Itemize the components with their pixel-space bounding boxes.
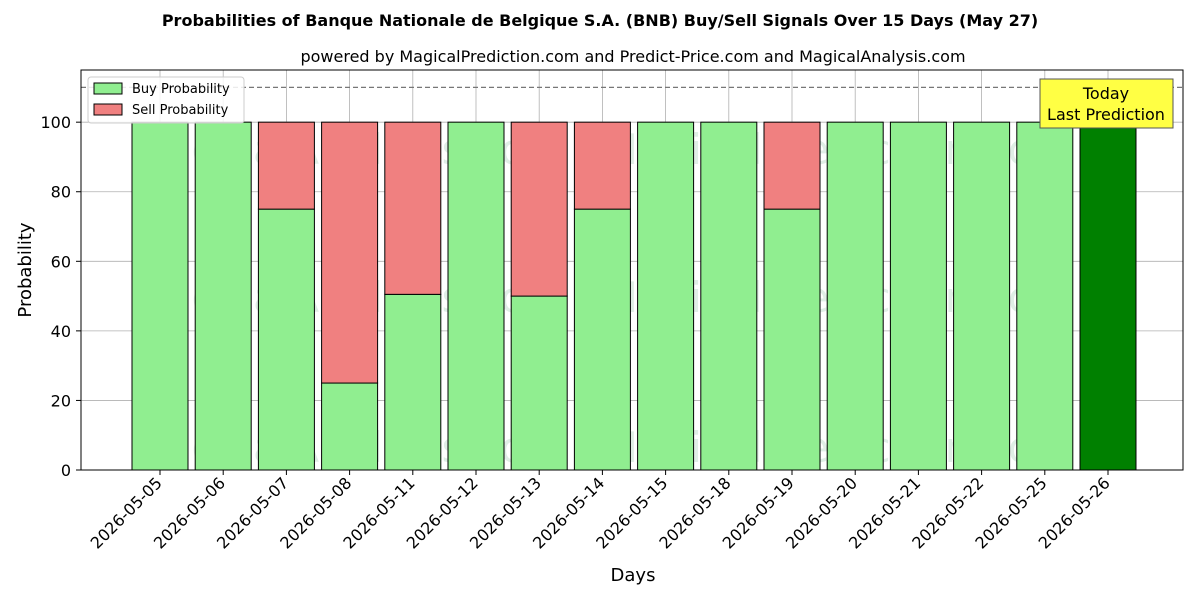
y-tick-label: 40 [51, 322, 71, 341]
bar-sell [384, 121, 442, 295]
chart-subtitle: powered by MagicalPrediction.com and Pre… [300, 47, 965, 66]
legend-swatch-sell [93, 103, 123, 116]
bar-buy [700, 121, 758, 471]
bars [131, 121, 1137, 471]
plot-frame [80, 69, 1184, 471]
legend-box [87, 76, 245, 124]
bar-sell [257, 121, 315, 210]
legend: Buy Probability Sell Probability [87, 76, 245, 124]
bar-buy [257, 208, 315, 471]
bar-buy [131, 121, 189, 471]
bar-buy [573, 208, 631, 471]
y-tick-label: 60 [51, 252, 71, 271]
y-tick-label: 0 [61, 461, 71, 480]
bar-sell [573, 121, 631, 210]
chart-title: Probabilities of Banque Nationale de Bel… [162, 11, 1038, 30]
bar-buy [1016, 121, 1074, 471]
y-axis-ticks: 0 20 40 60 80 100 [40, 113, 81, 480]
bar-sell [510, 121, 568, 297]
legend-label-sell: Sell Probability [132, 103, 229, 118]
x-axis-ticks: 2026-05-052026-05-062026-05-072026-05-08… [87, 470, 1114, 553]
bar-sell [321, 121, 379, 384]
today-annotation: Today Last Prediction [1039, 78, 1174, 129]
annotation-line-2: Last Prediction [1047, 105, 1165, 124]
bar-sell [763, 121, 821, 210]
y-tick-label: 80 [51, 183, 71, 202]
bar-buy [1079, 121, 1137, 471]
bar-buy [510, 295, 568, 471]
bar-buy [763, 208, 821, 471]
x-axis-label: Days [611, 565, 656, 586]
bar-buy [889, 121, 947, 471]
bar-buy [321, 382, 379, 471]
bar-buy [384, 293, 442, 471]
bar-buy [447, 121, 505, 471]
annotation-line-1: Today [1082, 84, 1129, 103]
annotation-box [1039, 78, 1174, 129]
bar-buy [826, 121, 884, 471]
bar-buy [637, 121, 695, 471]
y-tick-label: 20 [51, 391, 71, 410]
y-tick-label: 100 [40, 113, 71, 132]
legend-label-buy: Buy Probability [132, 82, 230, 97]
bar-buy [194, 121, 252, 471]
bar-buy [953, 121, 1011, 471]
legend-swatch-buy [93, 82, 123, 95]
y-axis-label: Probability [15, 222, 36, 317]
